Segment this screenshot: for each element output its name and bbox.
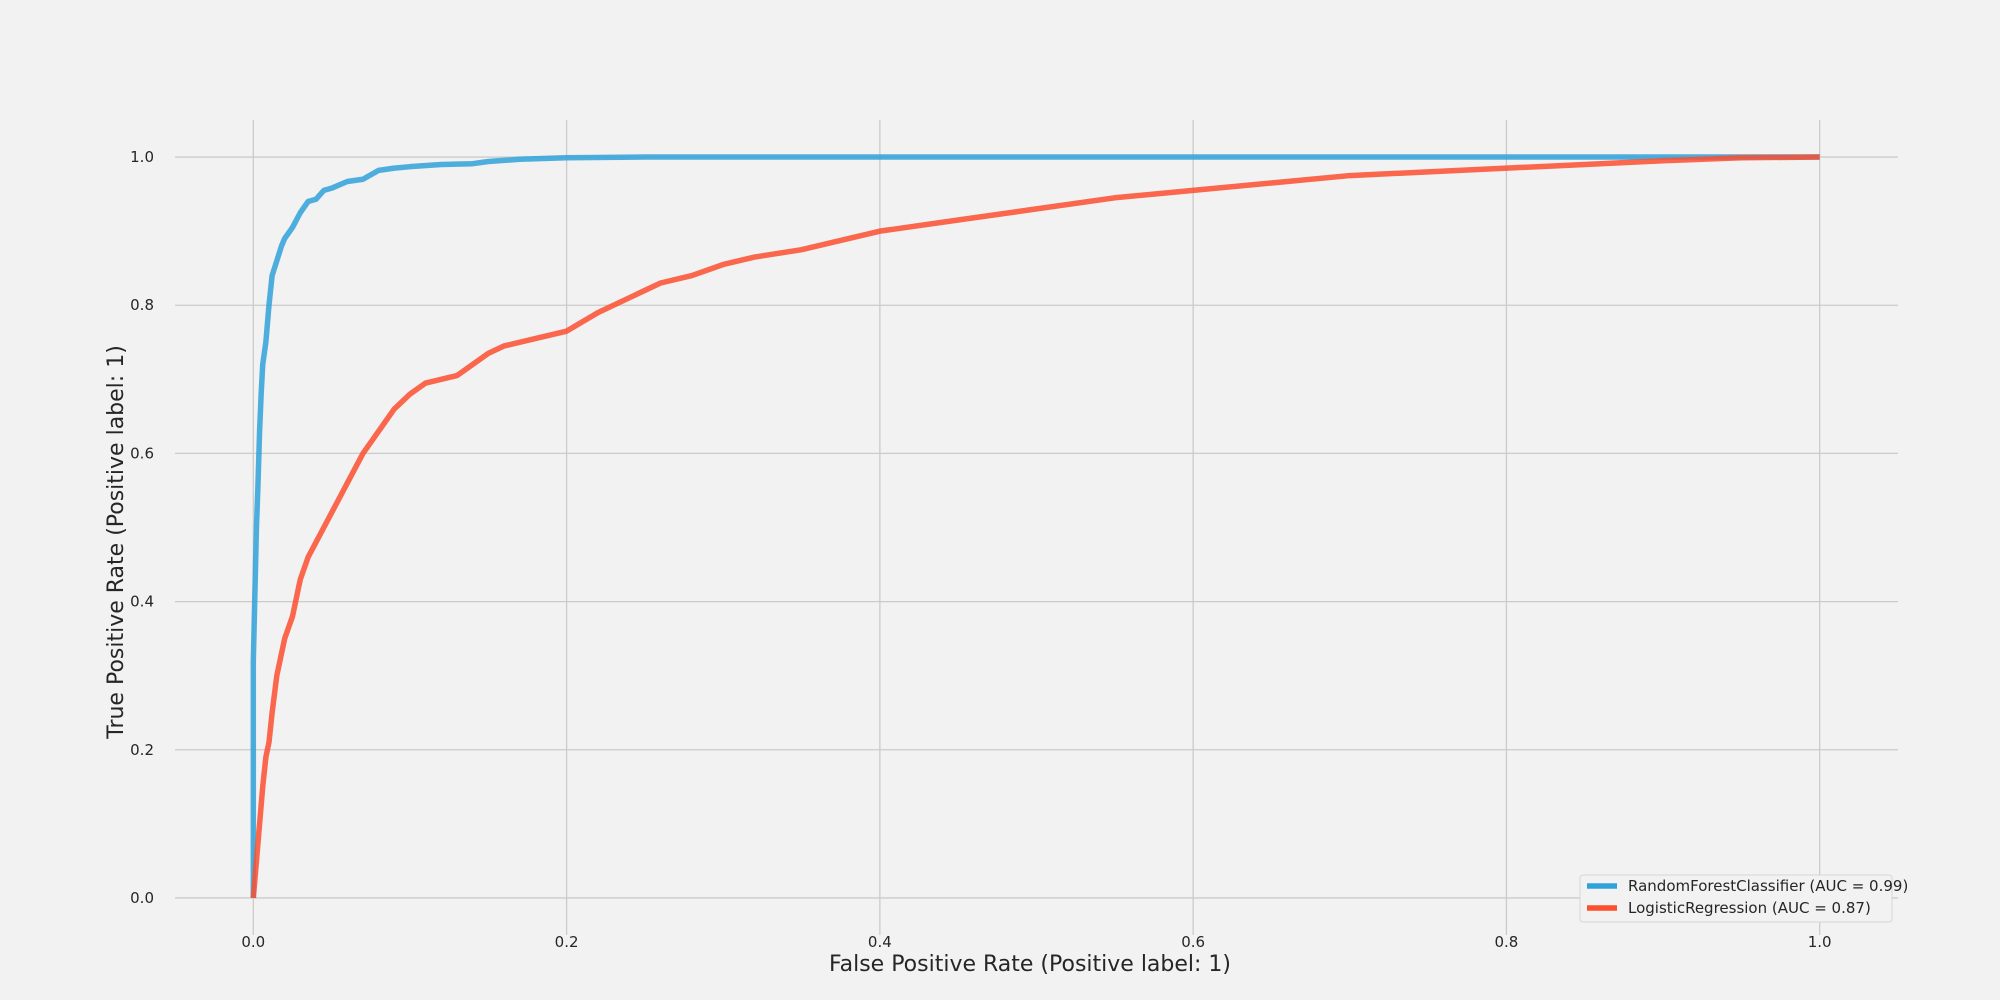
y-tick-labels: 0.0 0.2 0.4 0.6 0.8 1.0: [130, 148, 154, 907]
y-tick-label-0: 0.0: [130, 889, 154, 907]
x-tick-label-5: 1.0: [1808, 933, 1832, 951]
legend: RandomForestClassifier (AUC = 0.99) Logi…: [1579, 874, 1908, 923]
x-tick-label-1: 0.2: [555, 933, 579, 951]
y-tick-label-3: 0.6: [130, 444, 154, 462]
y-tick-label-1: 0.2: [130, 741, 154, 759]
series-line-logistic-regression: [250, 154, 1820, 899]
y-tick-label-5: 1.0: [130, 148, 154, 166]
x-tick-label-0: 0.0: [241, 933, 265, 951]
series-line-random-forest: [250, 154, 1820, 898]
x-axis-label: False Positive Rate (Positive label: 1): [829, 952, 1231, 977]
x-tick-label-2: 0.4: [868, 933, 892, 951]
x-tick-label-4: 0.8: [1494, 933, 1518, 951]
legend-label-logistic-regression: LogisticRegression (AUC = 0.87): [1628, 899, 1871, 917]
grid: [175, 120, 1898, 935]
x-tick-label-3: 0.6: [1181, 933, 1205, 951]
y-tick-label-2: 0.4: [130, 593, 154, 611]
y-tick-label-4: 0.8: [130, 296, 154, 314]
legend-box: [1579, 874, 1893, 923]
x-tick-labels: 0.0 0.2 0.4 0.6 0.8 1.0: [241, 933, 1831, 951]
series-lines: [250, 154, 1820, 899]
legend-label-random-forest: RandomForestClassifier (AUC = 0.99): [1628, 877, 1908, 895]
y-axis-label: True Positive Rate (Positive label: 1): [104, 345, 129, 740]
